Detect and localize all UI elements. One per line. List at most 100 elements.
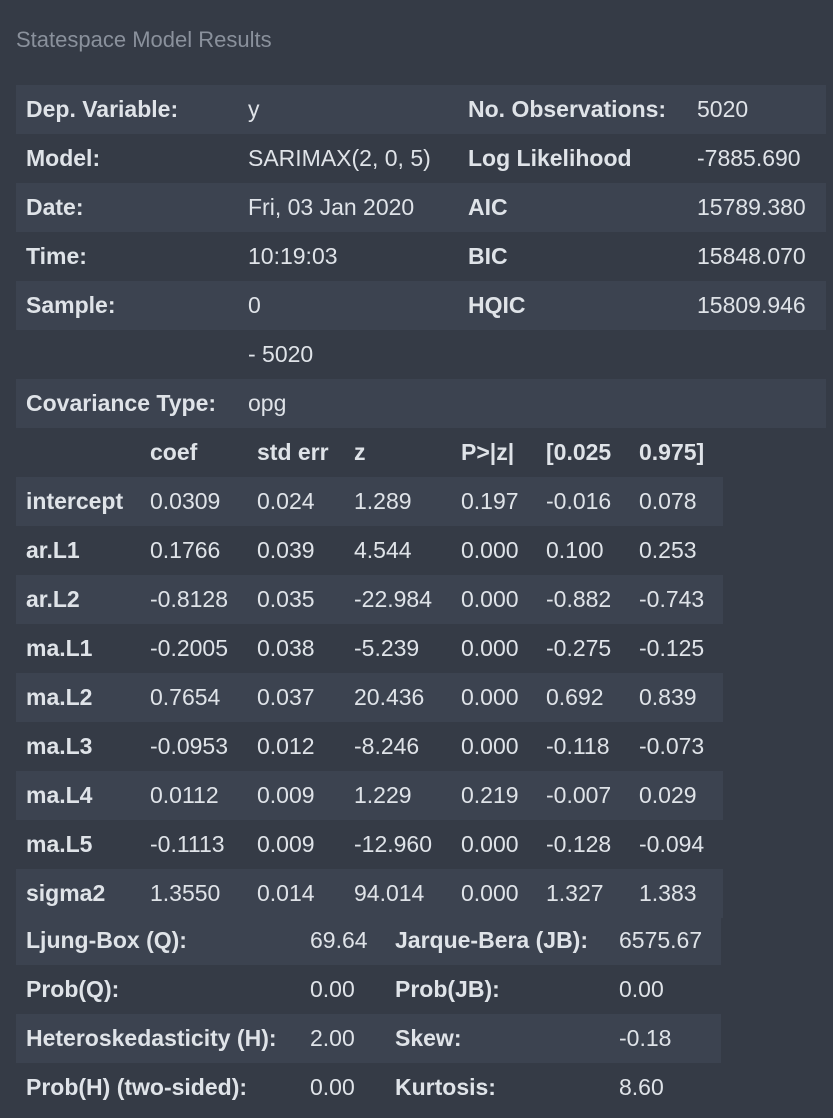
coef-row: ar.L2 -0.8128 0.035 -22.984 0.000 -0.882… (16, 575, 723, 624)
std-err-value: 0.009 (247, 771, 344, 820)
z-value: -5.239 (344, 624, 451, 673)
summary-row: Date: Fri, 03 Jan 2020 AIC 15789.380 (16, 183, 826, 232)
summary-label: No. Observations: (458, 85, 687, 134)
column-header: [0.025 (536, 428, 629, 477)
summary-label: BIC (458, 232, 687, 281)
p-value: 0.000 (451, 722, 536, 771)
p-value: 0.197 (451, 477, 536, 526)
ci-lower: -0.016 (536, 477, 629, 526)
param-name: ma.L3 (16, 722, 140, 771)
z-value: 20.436 (344, 673, 451, 722)
diagnostic-value: 8.60 (609, 1063, 721, 1112)
ci-upper: 0.253 (629, 526, 723, 575)
diagnostic-label: Kurtosis: (385, 1063, 609, 1112)
coef-value: 1.3550 (140, 869, 247, 918)
ci-upper: 1.383 (629, 869, 723, 918)
ci-upper: -0.743 (629, 575, 723, 624)
param-name: ma.L1 (16, 624, 140, 673)
column-header: std err (247, 428, 344, 477)
summary-row: Covariance Type: opg (16, 379, 826, 428)
p-value: 0.000 (451, 673, 536, 722)
ci-lower: -0.007 (536, 771, 629, 820)
std-err-value: 0.012 (247, 722, 344, 771)
coefficients-table: coef std err z P>|z| [0.025 0.975] inter… (16, 428, 723, 918)
coef-value: -0.0953 (140, 722, 247, 771)
summary-value: 5020 (687, 85, 826, 134)
summary-label: Model: (16, 134, 238, 183)
std-err-value: 0.024 (247, 477, 344, 526)
coef-value: 0.0309 (140, 477, 247, 526)
diagnostic-label: Jarque-Bera (JB): (385, 916, 609, 965)
p-value: 0.000 (451, 869, 536, 918)
summary-label: Time: (16, 232, 238, 281)
results-caption: Statespace Model Results (16, 27, 272, 52)
p-value: 0.000 (451, 820, 536, 869)
summary-label: AIC (458, 183, 687, 232)
summary-value: 15848.070 (687, 232, 826, 281)
z-value: -12.960 (344, 820, 451, 869)
coef-row: ma.L2 0.7654 0.037 20.436 0.000 0.692 0.… (16, 673, 723, 722)
coef-value: 0.0112 (140, 771, 247, 820)
ci-lower: 0.692 (536, 673, 629, 722)
coef-row: sigma2 1.3550 0.014 94.014 0.000 1.327 1… (16, 869, 723, 918)
z-value: 1.229 (344, 771, 451, 820)
summary-row: Sample: 0 HQIC 15809.946 (16, 281, 826, 330)
column-header: P>|z| (451, 428, 536, 477)
ci-upper: -0.073 (629, 722, 723, 771)
ci-lower: 1.327 (536, 869, 629, 918)
param-name: intercept (16, 477, 140, 526)
coef-row: ma.L3 -0.0953 0.012 -8.246 0.000 -0.118 … (16, 722, 723, 771)
param-name: ar.L1 (16, 526, 140, 575)
coef-row: ma.L5 -0.1113 0.009 -12.960 0.000 -0.128… (16, 820, 723, 869)
summary-row: - 5020 (16, 330, 826, 379)
coef-row: ma.L4 0.0112 0.009 1.229 0.219 -0.007 0.… (16, 771, 723, 820)
std-err-value: 0.035 (247, 575, 344, 624)
ci-lower: -0.128 (536, 820, 629, 869)
diagnostic-label: Prob(JB): (385, 965, 609, 1014)
diagnostic-row: Ljung-Box (Q): 69.64 Jarque-Bera (JB): 6… (16, 916, 721, 965)
summary-label: Covariance Type: (16, 379, 238, 428)
z-value: -22.984 (344, 575, 451, 624)
diagnostic-label: Prob(Q): (16, 965, 300, 1014)
ci-upper: -0.125 (629, 624, 723, 673)
summary-value: 10:19:03 (238, 232, 458, 281)
model-summary-table: Dep. Variable: y No. Observations: 5020 … (16, 85, 826, 428)
summary-value (687, 330, 826, 379)
summary-label: Log Likelihood (458, 134, 687, 183)
diagnostic-label: Heteroskedasticity (H): (16, 1014, 300, 1063)
param-name: ma.L2 (16, 673, 140, 722)
coef-value: -0.8128 (140, 575, 247, 624)
p-value: 0.219 (451, 771, 536, 820)
column-header (16, 428, 140, 477)
z-value: 1.289 (344, 477, 451, 526)
ci-lower: -0.118 (536, 722, 629, 771)
std-err-value: 0.037 (247, 673, 344, 722)
ci-upper: 0.839 (629, 673, 723, 722)
coef-value: -0.1113 (140, 820, 247, 869)
param-name: sigma2 (16, 869, 140, 918)
coef-value: 0.1766 (140, 526, 247, 575)
param-name: ma.L5 (16, 820, 140, 869)
diagnostic-value: 0.00 (300, 965, 385, 1014)
param-name: ar.L2 (16, 575, 140, 624)
column-header: coef (140, 428, 247, 477)
diagnostic-row: Prob(Q): 0.00 Prob(JB): 0.00 (16, 965, 721, 1014)
coef-value: 0.7654 (140, 673, 247, 722)
z-value: -8.246 (344, 722, 451, 771)
summary-value (687, 379, 826, 428)
summary-value: y (238, 85, 458, 134)
summary-value: 0 (238, 281, 458, 330)
diagnostic-value: 6575.67 (609, 916, 721, 965)
summary-value: Fri, 03 Jan 2020 (238, 183, 458, 232)
std-err-value: 0.014 (247, 869, 344, 918)
summary-label: Dep. Variable: (16, 85, 238, 134)
summary-row: Model: SARIMAX(2, 0, 5) Log Likelihood -… (16, 134, 826, 183)
diagnostic-row: Heteroskedasticity (H): 2.00 Skew: -0.18 (16, 1014, 721, 1063)
std-err-value: 0.009 (247, 820, 344, 869)
p-value: 0.000 (451, 526, 536, 575)
summary-row: Time: 10:19:03 BIC 15848.070 (16, 232, 826, 281)
summary-value: - 5020 (238, 330, 458, 379)
summary-value: -7885.690 (687, 134, 826, 183)
std-err-value: 0.038 (247, 624, 344, 673)
param-name: ma.L4 (16, 771, 140, 820)
